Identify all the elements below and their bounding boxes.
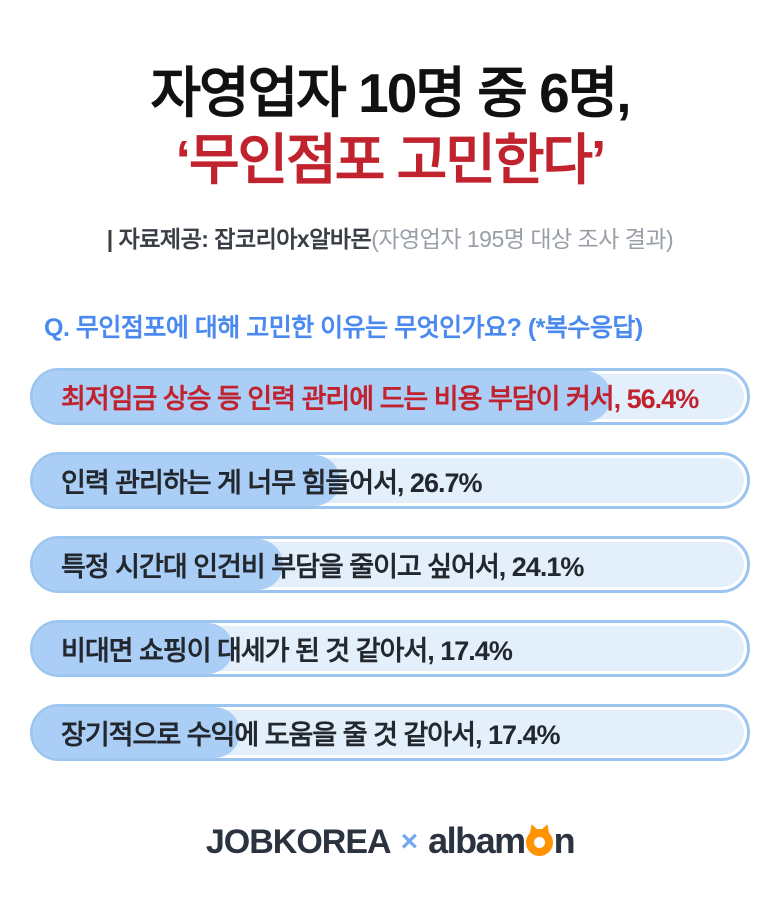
jobkorea-logo: JOBKOREA xyxy=(205,823,392,861)
bar-label: 비대면 쇼핑이 대세가 된 것 같아서, 17.4% xyxy=(61,636,513,667)
source-credit-strong: | 자료제공: 잡코리아x알바몬 xyxy=(106,226,372,253)
bar-label: 최저임금 상승 등 인력 관리에 드는 비용 부담이 커서, 56.4% xyxy=(61,384,699,415)
page-title: 자영업자 10명 중 6명, ‘무인점포 고민한다’ xyxy=(0,60,780,194)
survey-question: Q. 무인점포에 대해 고민한 이유는 무엇인가요? (*복수응답) xyxy=(44,314,643,343)
albamon-logo: albam n xyxy=(428,820,576,861)
title-line-1: 자영업자 10명 중 6명, xyxy=(150,62,631,124)
albamon-logo-text-pre: albam xyxy=(428,820,526,861)
survey-bar-3: 특정 시간대 인건비 부담을 줄이고 싶어서, 24.1% xyxy=(30,536,750,594)
x-separator-icon: × xyxy=(400,825,419,858)
source-credit: | 자료제공: 잡코리아x알바몬(자영업자 195명 대상 조사 결과) xyxy=(0,220,780,254)
bar-label: 장기적으로 수익에 도움을 줄 것 같아서, 17.4% xyxy=(61,720,561,751)
bar-fill xyxy=(33,623,233,675)
bar-label: 특정 시간대 인건비 부담을 줄이고 싶어서, 24.1% xyxy=(61,552,584,583)
albamon-logo-text-post: n xyxy=(553,820,576,861)
survey-bar-chart: 최저임금 상승 등 인력 관리에 드는 비용 부담이 커서, 56.4% 인력 … xyxy=(30,368,750,762)
survey-bar-5: 장기적으로 수익에 도움을 줄 것 같아서, 17.4% xyxy=(30,704,750,762)
survey-bar-1: 최저임금 상승 등 인력 관리에 드는 비용 부담이 커서, 56.4% xyxy=(30,368,750,426)
bar-fill xyxy=(33,707,241,759)
bar-label: 인력 관리하는 게 너무 힘들어서, 26.7% xyxy=(61,468,483,499)
survey-bar-2: 인력 관리하는 게 너무 힘들어서, 26.7% xyxy=(30,452,750,510)
bar-fill xyxy=(33,455,341,507)
bar-fill xyxy=(33,371,612,423)
albamon-monster-o-icon xyxy=(525,829,553,856)
bar-fill xyxy=(33,539,283,591)
footer-logos: JOBKOREA × albam n xyxy=(0,820,780,862)
survey-bar-4: 비대면 쇼핑이 대세가 된 것 같아서, 17.4% xyxy=(30,620,750,678)
title-line-2: ‘무인점포 고민한다’ xyxy=(175,129,607,192)
source-credit-light: (자영업자 195명 대상 조사 결과) xyxy=(371,226,674,253)
